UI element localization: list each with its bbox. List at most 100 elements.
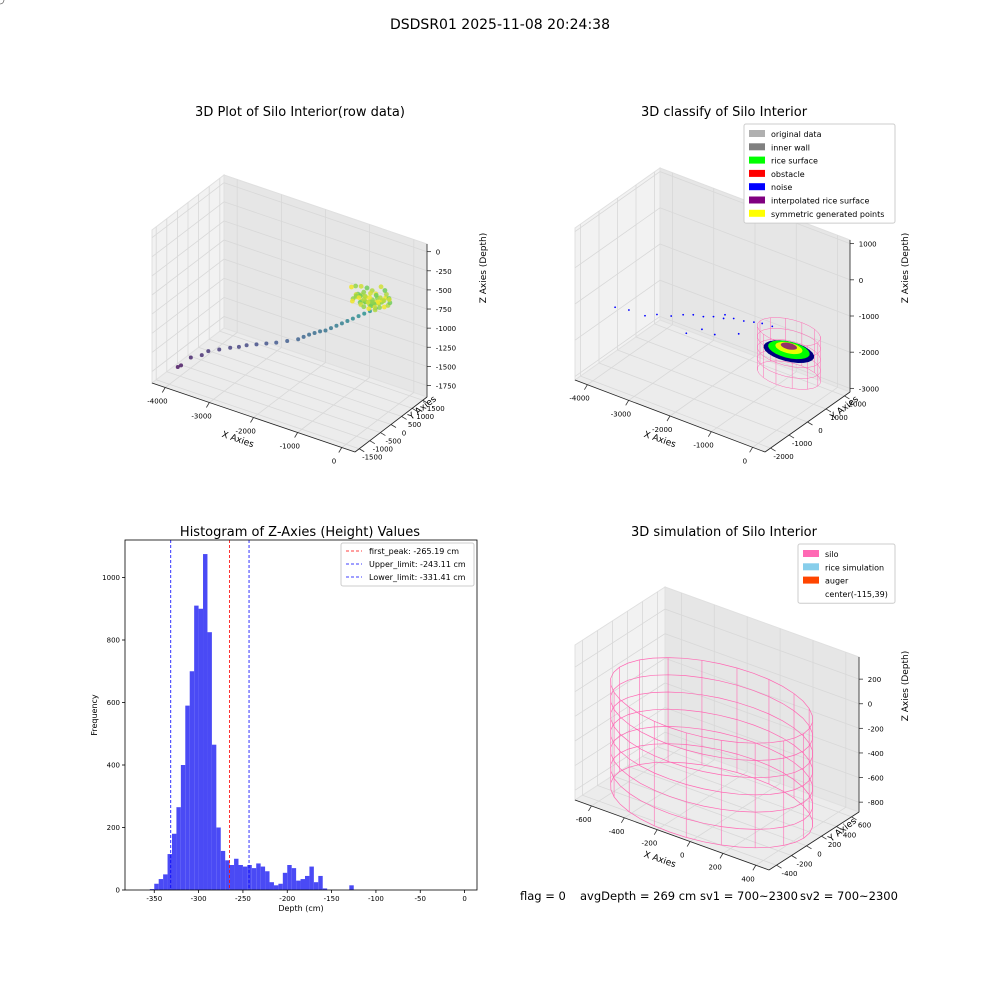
hist-bar: [265, 871, 270, 890]
sim3d-y-tick: [851, 816, 857, 821]
raw3d-point: [356, 314, 361, 319]
hist-bar: [225, 860, 230, 890]
sim3d-legend: silo rice simulation auger center(-115,39): [797, 543, 896, 604]
raw3d-cluster-point: [349, 284, 354, 290]
raw3d-cluster-point: [356, 295, 362, 301]
hist-bar: [176, 807, 181, 890]
raw3d-x-tick-label: -4000: [147, 398, 167, 406]
classify3d-noise-point: [737, 332, 740, 335]
hist-bar: [349, 885, 354, 890]
hist-bar: [171, 833, 177, 890]
sim3d-y-axis-line: [768, 811, 860, 871]
raw3d-z-tick-label: -1750: [436, 383, 456, 391]
raw3d-x-tick: [161, 387, 166, 393]
classify3d-y-tick: [825, 408, 832, 413]
classify3d-x-grid: [669, 204, 756, 417]
sim3d-legend-swatch: [803, 563, 819, 571]
classify3d-z-tick-label: -1000: [859, 313, 879, 321]
hist-x-tick-label: -50: [415, 895, 426, 903]
sim3d-x-tick: [588, 805, 592, 812]
sim3d-auger-marker: [0, 0, 5, 5]
raw3d-y-grid: [198, 194, 402, 417]
raw3d-cluster-point: [377, 305, 382, 310]
hist-bar: [322, 888, 328, 890]
hist-legend-frame: [340, 542, 475, 587]
raw3d-x-axis-line: [151, 382, 356, 453]
classify3d-z-tick-label: -3000: [859, 385, 879, 393]
sim3d-x-tick: [653, 829, 658, 835]
sim3d-z-tick-label: 200: [868, 676, 881, 684]
sim3d-z-grid: [574, 707, 860, 778]
classify3d-interpolated-center: [780, 342, 797, 350]
hist-x-tick-label: -300: [191, 895, 207, 903]
hist-bar: [207, 632, 212, 890]
hist-bar: [251, 868, 257, 890]
raw3d-z-grid: [151, 296, 428, 367]
hist-bar: [318, 875, 323, 890]
classify3d-x-grid: [711, 219, 797, 433]
raw3d-cluster-point: [367, 295, 373, 300]
hist-x-tick-label: -250: [235, 895, 251, 903]
raw3d-point: [318, 329, 323, 334]
raw3d-point: [345, 319, 350, 324]
classify3d-y-tick: [788, 434, 795, 439]
raw3d-cluster-point: [353, 283, 359, 289]
classify3d-noise-point: [682, 313, 685, 316]
hist-bar: [220, 850, 226, 890]
raw3d-point: [328, 326, 333, 331]
sim3d-legend-swatch: [803, 550, 819, 557]
raw3d-point: [254, 342, 259, 347]
raw3d-y-tick-label: -1000: [373, 445, 393, 453]
sim3d-z-tick-label: 0: [868, 701, 872, 709]
raw3d-cluster-point: [361, 304, 367, 310]
classify3d-x-tick: [625, 400, 630, 406]
figure-title: DSDSR01 2025-11-08 20:24:38: [389, 17, 610, 33]
classify3d-noise-point: [724, 313, 726, 316]
classify3d-z-axis-label: Z Axies (Depth): [901, 233, 911, 304]
classify3d-noise-point: [628, 309, 630, 311]
classify3d-legend-swatch: [749, 209, 765, 217]
raw3d-cluster-point: [349, 298, 355, 304]
hist-bar: [216, 827, 221, 890]
classify3d-x-axis-line: [574, 379, 766, 453]
classify3d-x-tick-label: -3000: [611, 410, 631, 418]
raw3d-cluster-point: [364, 285, 370, 291]
hist-y-tick-label: 600: [107, 699, 120, 707]
hist-x-tick-label: 0: [462, 895, 466, 903]
sim3d-y-grid: [642, 601, 837, 827]
raw3d-z-grid: [151, 201, 428, 272]
raw3d-cluster-point: [378, 284, 384, 290]
sim3d-y-tick: [836, 826, 842, 830]
classify3d-noise-point: [656, 313, 658, 316]
raw3d-cluster-point: [381, 298, 387, 304]
raw3d-point: [350, 316, 355, 321]
classify3d-z-grid: [574, 279, 851, 353]
raw3d-z-grid: [151, 182, 428, 253]
raw3d-cluster-point: [365, 299, 371, 305]
classify3d-z-tick-label: 1000: [859, 241, 877, 249]
classify3d-y-tick: [770, 447, 776, 452]
sim3d-x-axis-label: X Axies: [642, 850, 677, 870]
classify3d-noise-point: [644, 314, 646, 317]
classify3d-noise-point: [712, 315, 715, 318]
raw3d-y-tick-label: 1500: [427, 405, 445, 413]
sim3d-title: 3D simulation of Silo Interior: [631, 525, 818, 540]
classify3d-y-grid: [598, 211, 790, 436]
classify3d-noise-point: [614, 306, 617, 309]
raw3d-z-tick-label: -500: [436, 287, 452, 295]
classify3d-legend-entry: noise: [771, 183, 792, 192]
sim3d-x-grid: [722, 640, 814, 854]
classify3d-x-tick-label: 0: [743, 457, 747, 465]
sim3d-z-grid: [574, 633, 860, 705]
raw3d-point: [323, 328, 328, 333]
hist-bar: [158, 879, 164, 890]
sim3d-legend-swatch: [803, 576, 819, 584]
sim3d-z-grid: [574, 731, 860, 803]
classify3d-z-grid: [574, 207, 851, 281]
raw3d-point: [244, 343, 249, 348]
classify3d-noise-point: [713, 333, 716, 336]
classify3d-legend-swatch: [749, 183, 765, 191]
raw3d-y-grid: [155, 226, 360, 450]
raw3d-point: [285, 338, 290, 343]
hist-frame: [124, 539, 478, 891]
